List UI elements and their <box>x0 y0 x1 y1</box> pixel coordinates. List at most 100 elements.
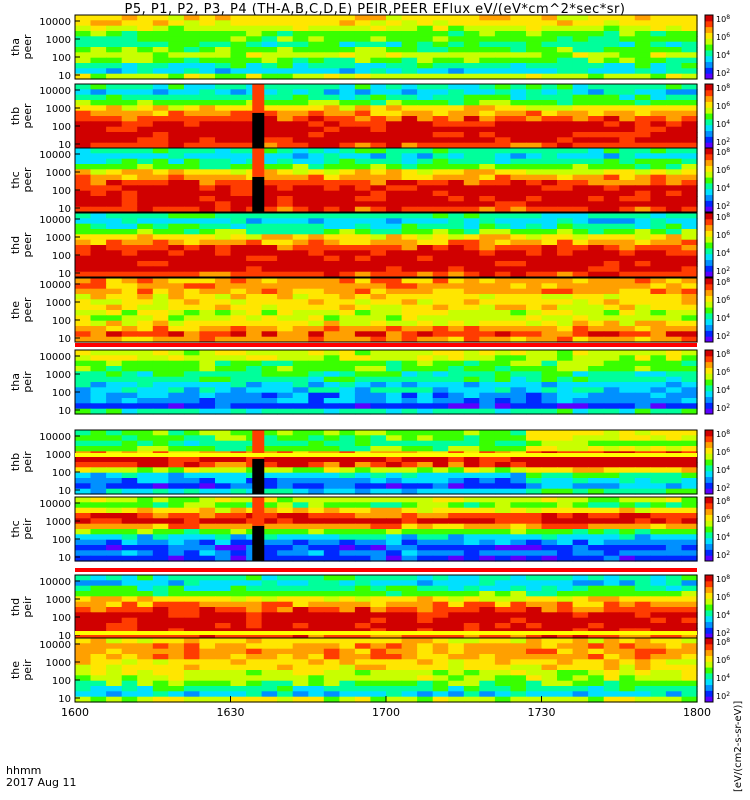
heatmap-cell <box>634 315 651 322</box>
heatmap-cell <box>323 336 340 343</box>
heatmap-cell <box>510 382 527 388</box>
heatmap-cell <box>370 169 387 176</box>
heatmap-cell <box>634 382 651 388</box>
heatmap-cell <box>370 331 387 338</box>
heatmap-cell <box>541 403 558 410</box>
heatmap-cell <box>121 550 138 557</box>
heatmap-cell <box>588 100 605 106</box>
heatmap-cell <box>339 229 356 235</box>
heatmap-cell <box>277 190 294 197</box>
heatmap-cell <box>183 132 201 138</box>
heatmap-cell <box>510 239 527 246</box>
heatmap-cell <box>557 467 574 474</box>
heatmap-cell <box>199 507 216 514</box>
heatmap-cell <box>634 52 651 59</box>
heatmap-cell <box>121 180 138 186</box>
heatmap-cell <box>75 250 92 257</box>
heatmap-cell <box>603 638 620 644</box>
heatmap-cell <box>432 633 449 640</box>
heatmap-cell <box>557 153 574 160</box>
heatmap-cell <box>75 31 92 37</box>
heatmap-cell <box>168 89 185 96</box>
heatmap-cell <box>308 68 325 75</box>
heatmap-cell <box>90 52 107 59</box>
heatmap-cell <box>152 278 169 284</box>
heatmap-cell <box>183 366 201 372</box>
heatmap-cell <box>681 105 698 112</box>
heatmap-cell <box>541 229 558 235</box>
heatmap-cell <box>448 190 465 197</box>
heatmap-cell <box>386 617 403 624</box>
heatmap-cell <box>308 148 325 154</box>
heatmap-cell <box>323 245 340 251</box>
heatmap-cell <box>417 288 434 295</box>
heatmap-cell <box>526 255 543 262</box>
heatmap-cell <box>619 502 636 509</box>
heatmap-cell <box>479 201 496 208</box>
heatmap-cell <box>494 68 512 75</box>
heatmap-cell <box>665 502 683 509</box>
heatmap-cell <box>510 283 527 290</box>
heatmap-cell <box>308 180 325 186</box>
heatmap-cell <box>494 376 512 383</box>
heatmap-cell <box>479 591 496 597</box>
heatmap-cell <box>75 299 92 306</box>
heatmap-cell <box>277 612 294 619</box>
heatmap-cell <box>277 41 294 48</box>
heatmap-cell <box>90 545 107 551</box>
heatmap-cell <box>432 15 449 21</box>
heatmap-cell <box>277 585 294 592</box>
heatmap-cell <box>510 234 527 241</box>
heatmap-cell <box>199 435 216 442</box>
heatmap-cell <box>463 336 480 343</box>
heatmap-cell <box>323 148 340 154</box>
heatmap-cell <box>619 304 636 311</box>
heatmap-cell <box>339 675 356 682</box>
heatmap-cell <box>277 288 294 295</box>
heatmap-cell <box>479 196 496 202</box>
heatmap-cell <box>215 371 232 378</box>
heatmap-cell <box>183 121 201 128</box>
heatmap-cell <box>339 239 356 246</box>
heatmap-cell <box>354 223 372 230</box>
heatmap-cell <box>510 245 527 251</box>
heatmap-cell <box>401 403 418 410</box>
heatmap-cell <box>183 116 201 122</box>
heatmap-cell <box>681 126 698 133</box>
heatmap-cell <box>619 336 636 343</box>
heatmap-cell <box>215 392 232 399</box>
heatmap-cell <box>526 304 543 311</box>
heatmap-cell <box>354 601 372 608</box>
heatmap-cell <box>681 430 698 436</box>
heatmap-cell <box>650 266 667 273</box>
heatmap-cell <box>323 382 340 388</box>
heatmap-cell <box>261 366 278 372</box>
heatmap-cell <box>619 223 636 230</box>
heatmap-cell <box>603 201 620 208</box>
heatmap-cell <box>634 148 651 154</box>
heatmap-cell <box>665 350 683 356</box>
heatmap-cell <box>168 659 185 666</box>
heatmap-cell <box>386 36 403 43</box>
heatmap-cell <box>323 57 340 64</box>
heatmap-cell <box>261 89 278 96</box>
heatmap-cell <box>557 478 574 484</box>
heatmap-cell <box>183 89 201 96</box>
heatmap-cell <box>90 585 107 592</box>
heatmap-cell <box>588 591 605 597</box>
heatmap-cell <box>308 271 325 278</box>
heatmap-cell <box>463 575 480 581</box>
data-gap-block <box>252 458 265 494</box>
heatmap-cell <box>479 580 496 587</box>
heatmap-cell <box>650 502 667 509</box>
heatmap-cell <box>277 52 294 59</box>
heatmap-cell <box>308 234 325 241</box>
heatmap-cell <box>75 185 92 192</box>
heatmap-cell <box>292 250 309 257</box>
heatmap-cell <box>603 483 620 490</box>
heatmap-cell <box>479 371 496 378</box>
heatmap-cell <box>681 41 698 48</box>
heatmap-cell <box>665 446 683 452</box>
heatmap-cell <box>386 121 403 128</box>
heatmap-cell <box>479 585 496 592</box>
